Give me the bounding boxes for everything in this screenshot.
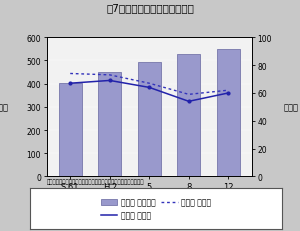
Bar (59, 83, 82, 177)
Y-axis label: （万人）: （万人） (0, 103, 8, 112)
Bar (217, 50, 240, 177)
Bar (98, 73, 121, 177)
Bar (138, 63, 161, 177)
Y-axis label: （％）: （％） (284, 103, 299, 112)
Legend: 埼玉県 有権者数, 埼玉県 投票率, 全　国 投票率: 埼玉県 有権者数, 埼玉県 投票率, 全 国 投票率 (98, 195, 214, 222)
Text: 図7　有権者数と投票率の推移: 図7 有権者数と投票率の推移 (106, 3, 194, 13)
Bar (177, 55, 200, 177)
Text: 注）小選挙区・比例代表区併用制導入後は、小選挙区の数値を使用: 注）小選挙区・比例代表区併用制導入後は、小選挙区の数値を使用 (46, 178, 144, 184)
